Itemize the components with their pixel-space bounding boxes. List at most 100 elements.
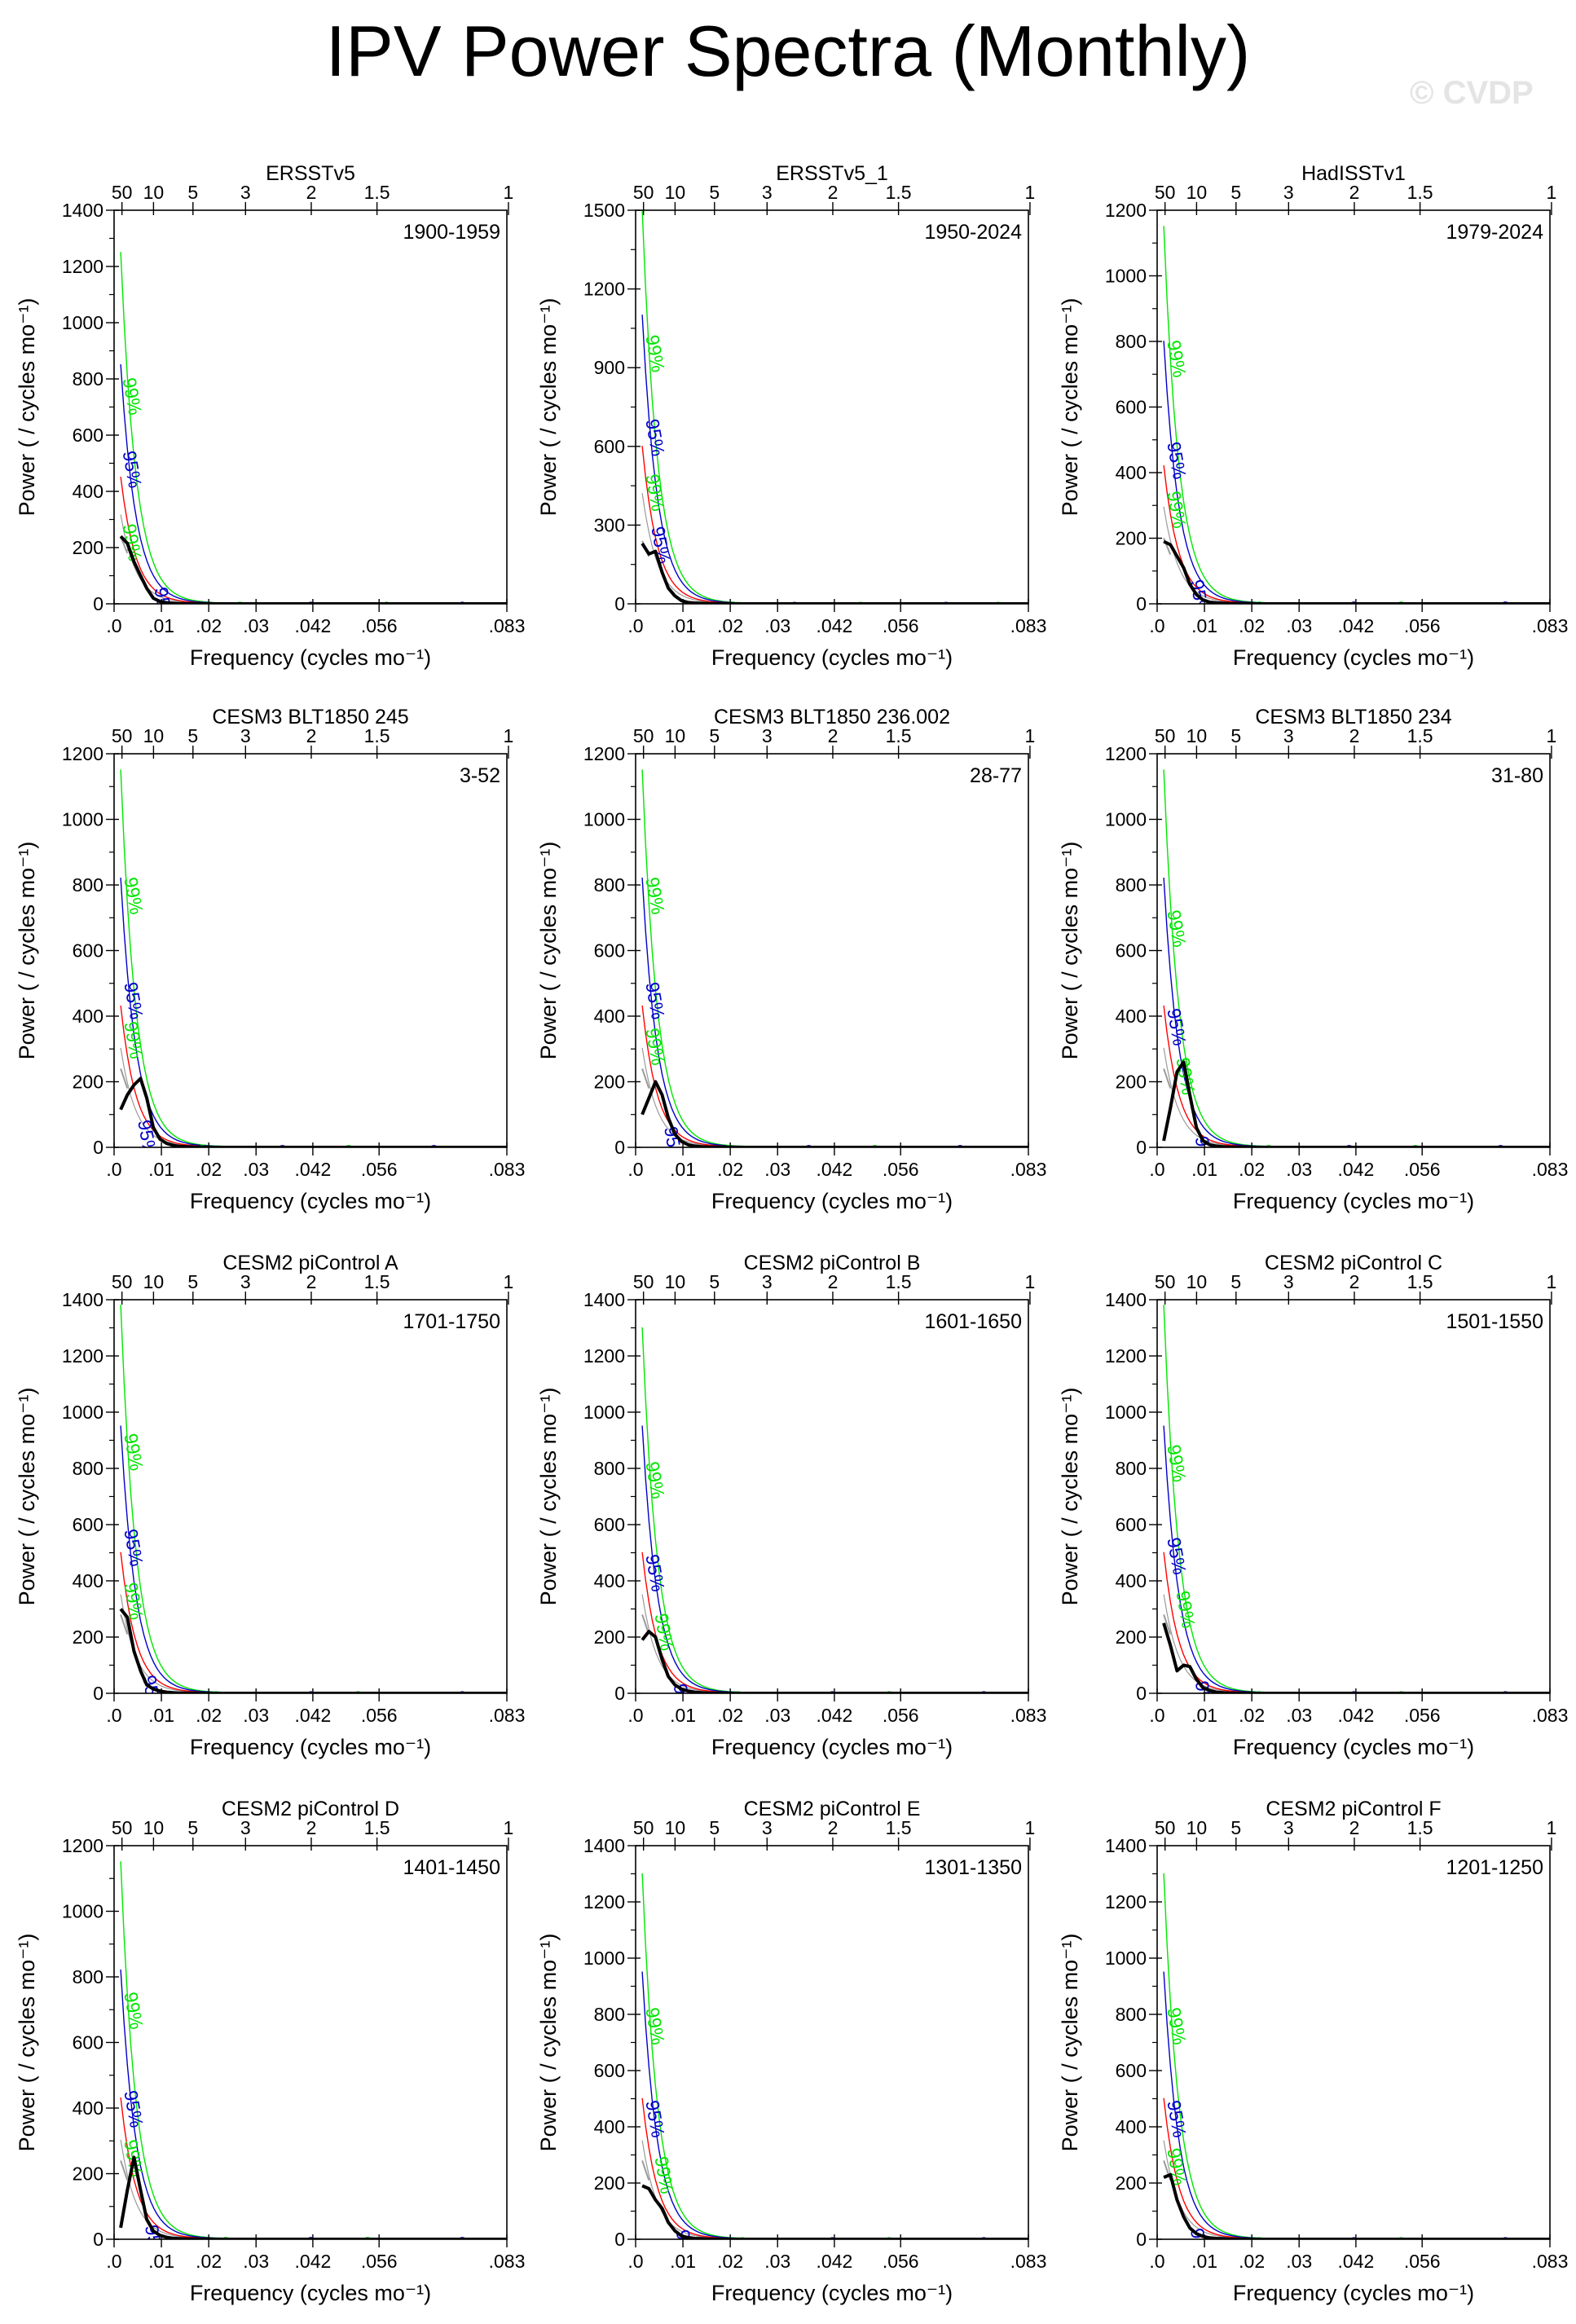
y-tick-label: 400 [594,1570,625,1591]
plot-area: 99%99%99%99%95%95%95%95% [119,1861,507,2239]
sig95-label: 95% [448,1689,476,1730]
spectrum-line [1163,2172,1550,2239]
x-tick-label: .056 [1404,1705,1441,1726]
sig99-label: 99% [1245,1689,1273,1730]
top-tick-label: 2 [828,725,839,746]
axes-frame [1156,1845,1551,2240]
x-tick-label: .03 [764,1705,790,1726]
x-tick-label: .01 [1191,1705,1217,1726]
plot-area: 99%99%99%99%95%95%95%95% [119,1305,507,1730]
y-tick-label: 200 [73,1626,103,1648]
y-tick-label: 200 [1116,2172,1147,2194]
y-tick-label: 1000 [1105,266,1147,287]
ci-curve [1163,506,1548,604]
x-tick-label: .042 [295,615,332,636]
chart-panel: CESM2 piControl E 1301-1350 99% 99% 99% 99% 95… [536,1798,1046,2305]
sig99-curve [1163,226,1548,604]
plot-area: 99%99%99% 99% 99%95%95%95% 95% [641,210,1028,640]
top-tick-label: 1.5 [1407,1271,1433,1292]
top-tick-label: 50 [112,1817,133,1838]
x-axis-title: Frequency (cycles mo⁻¹) [711,2281,953,2305]
ci-curve [1163,2140,1548,2239]
y-axis-title: Power ( / cycles mo⁻¹) [536,1388,561,1606]
top-tick-label: 50 [633,725,654,746]
y-tick-label: 600 [594,1514,625,1535]
top-tick-label: 2 [306,725,317,746]
panel-title: CESM2 piControl D [222,1798,399,1820]
sig95-label: 95% [1340,1689,1368,1730]
panel-title: HadISSTv1 [1301,162,1406,185]
sig95-label: 95% [448,600,476,640]
y-tick-label: 1000 [583,1948,625,1969]
ci-curve [120,514,505,604]
x-axis-title: Frequency (cycles mo⁻¹) [1233,1189,1474,1213]
sig95-curve [1163,1425,1548,1693]
lower-bound-mark [120,2160,129,2181]
spectrum-line [119,2155,507,2239]
ci-curve [1163,1047,1548,1147]
red-noise-curve [641,1006,1027,1147]
x-tick-label: .01 [1191,2251,1217,2272]
x-tick-label: .056 [361,615,398,636]
panel-period-label: 1900-1959 [403,221,500,244]
axes-frame [1156,209,1551,605]
y-tick-label: 400 [73,481,103,502]
red-noise-curve [641,2097,1027,2239]
top-tick-label: 1.5 [364,725,390,746]
x-tick-label: .01 [148,2251,174,2272]
top-tick-label: 1.5 [886,725,912,746]
y-tick-label: 1200 [583,743,625,764]
sig95-label: 95% [120,1527,147,1568]
y-tick-label: 200 [1116,1072,1147,1093]
x-tick-label: .01 [670,2251,696,2272]
sig95-curve [641,315,1027,604]
y-tick-label: 600 [73,425,103,446]
top-tick-label: 3 [1283,725,1294,746]
top-tick-label: 1.5 [886,1271,912,1292]
y-tick-label: 1400 [1105,1835,1147,1856]
sig99-label: 99% [650,2155,678,2195]
top-tick-label: 10 [143,182,165,203]
top-tick-label: 50 [1155,1271,1176,1292]
y-tick-label: 0 [614,2229,625,2250]
sig95-label: 95% [1491,1689,1519,1730]
y-tick-label: 0 [1136,593,1147,614]
y-tick-label: 300 [594,514,625,535]
panel-title: ERSSTv5 [266,162,355,185]
axes-frame [113,753,508,1148]
sig99-label: 99% [372,600,400,640]
sig99-label: 99% [715,1142,742,1183]
sig95-label: 95% [781,600,808,640]
x-tick-label: .056 [361,2251,398,2272]
x-tick-label: .056 [361,1159,398,1180]
top-tick-label: 1.5 [364,1271,390,1292]
sig95-label: 95% [119,449,147,490]
y-axis-title: Power ( / cycles mo⁻¹) [1058,842,1082,1060]
top-tick-label: 3 [1283,182,1294,203]
sig99-curve [1163,769,1548,1147]
y-tick-label: 800 [73,368,103,390]
y-tick-label: 1200 [62,1835,103,1856]
top-tick-label: 5 [709,1271,720,1292]
x-tick-label: .01 [148,615,174,636]
axes-frame [113,1299,508,1694]
y-tick-label: 800 [73,1458,103,1479]
y-tick-label: 200 [73,1072,103,1093]
plot-area: 99%99%99%99%95%95%95%95% [1162,769,1550,1147]
x-tick-label: .02 [717,1705,743,1726]
sig99-label: 99% [188,1142,216,1183]
y-tick-label: 800 [73,874,103,896]
y-tick-label: 1000 [583,809,625,830]
sig95-curve [120,1425,505,1693]
sig95-label: 95% [1340,599,1368,640]
x-tick-label: .03 [1286,615,1312,636]
y-tick-label: 1000 [1105,809,1147,830]
top-tick-label: 1 [1547,182,1557,203]
x-tick-label: .083 [1010,1159,1047,1180]
sig95-label: 95% [1340,2235,1368,2276]
axes-frame [113,209,508,605]
top-tick-label: 1 [1025,725,1036,746]
